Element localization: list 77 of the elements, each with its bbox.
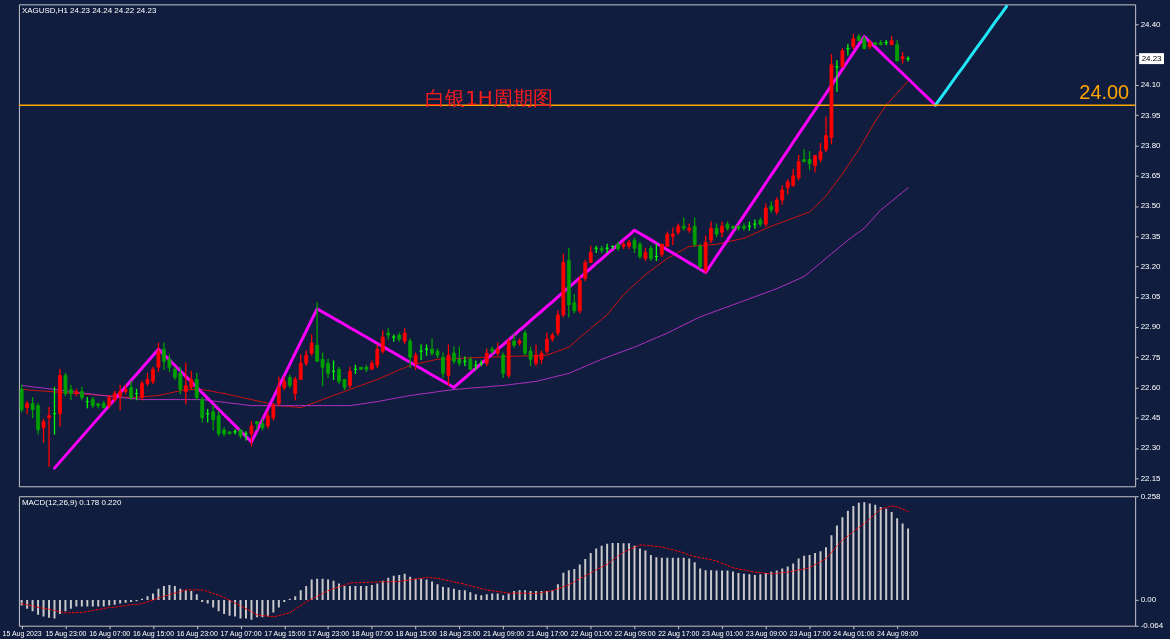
candlestick <box>408 338 413 368</box>
y-tick-label: 24.10 <box>1140 80 1162 90</box>
bar <box>770 571 773 600</box>
candlestick <box>752 219 757 229</box>
bar <box>37 599 40 615</box>
candlestick <box>763 203 768 227</box>
y-tick-label: 23.20 <box>1140 261 1162 271</box>
candlestick <box>200 396 205 423</box>
y-tick-label: 23.35 <box>1140 231 1162 241</box>
y-tick-label: 0.258 <box>1140 491 1162 501</box>
candlestick <box>512 334 516 348</box>
chart-title: MACD(12,26,9) 0.178 0.220 <box>21 498 122 508</box>
bar <box>387 577 390 600</box>
candlestick <box>380 330 385 354</box>
bar <box>354 585 357 600</box>
candlestick <box>895 39 900 62</box>
candlestick <box>194 372 199 401</box>
bar <box>195 594 198 600</box>
bar <box>611 542 614 600</box>
bar <box>130 599 133 602</box>
bar <box>321 578 324 600</box>
annotation: 白银1H周期图 <box>425 86 553 110</box>
bar <box>737 573 740 600</box>
bar <box>452 588 455 600</box>
bar <box>835 525 838 600</box>
y-tick-label: 22.90 <box>1140 322 1162 332</box>
line-series <box>933 4 1009 107</box>
text: 24.23 <box>1141 53 1163 63</box>
bar <box>644 550 647 600</box>
candlestick <box>25 400 30 415</box>
candlestick <box>692 217 697 247</box>
candlestick <box>441 352 445 379</box>
candlestick <box>720 221 724 237</box>
line-series <box>21 505 909 618</box>
candlestick <box>348 366 352 389</box>
y-tick-label: 23.65 <box>1140 171 1162 181</box>
y-tick-label: 22.60 <box>1140 382 1162 392</box>
candlestick <box>129 380 133 401</box>
candlestick <box>41 419 46 443</box>
candlestick <box>19 384 24 413</box>
line-series <box>21 80 909 409</box>
line-series <box>52 35 937 470</box>
bar <box>803 555 806 600</box>
candlestick <box>249 421 254 447</box>
y-tick-label: 22.75 <box>1140 352 1162 362</box>
y-tick-label: 22.30 <box>1140 443 1162 453</box>
y-tick-label: 23.05 <box>1140 292 1162 302</box>
y-tick-label: -0.064 <box>1140 621 1164 631</box>
bar <box>69 599 72 609</box>
y-tick-label: 23.95 <box>1140 110 1162 120</box>
candlestick <box>501 352 506 379</box>
candlestick <box>293 376 298 401</box>
ref-line-label: 24.00 <box>1079 81 1130 104</box>
y-tick-label: 22.45 <box>1140 413 1162 423</box>
bar <box>261 599 264 618</box>
bar <box>896 518 899 600</box>
y-tick-label: 23.80 <box>1140 140 1162 150</box>
bar <box>578 564 581 600</box>
candlestick <box>446 344 451 387</box>
candlestick <box>709 221 713 243</box>
candlestick <box>840 48 845 68</box>
y-tick-label: 23.50 <box>1140 201 1162 211</box>
bar <box>420 578 423 600</box>
bar <box>102 599 105 607</box>
candlestick <box>698 243 703 270</box>
candlestick <box>835 60 839 92</box>
candlestick <box>309 334 314 356</box>
candlestick <box>47 406 51 467</box>
y-tick-label: 22.15 <box>1140 473 1162 483</box>
chart-title: XAGUSD,H1 24.23 24.24 24.22 24.23 <box>21 6 157 16</box>
bar <box>294 596 297 600</box>
bar <box>228 599 231 616</box>
bar <box>704 570 707 600</box>
y-tick-label: 24.40 <box>1140 20 1162 29</box>
y-tick-label: 0.00 <box>1140 595 1157 605</box>
candlestick <box>156 342 161 372</box>
candlestick <box>583 259 588 282</box>
